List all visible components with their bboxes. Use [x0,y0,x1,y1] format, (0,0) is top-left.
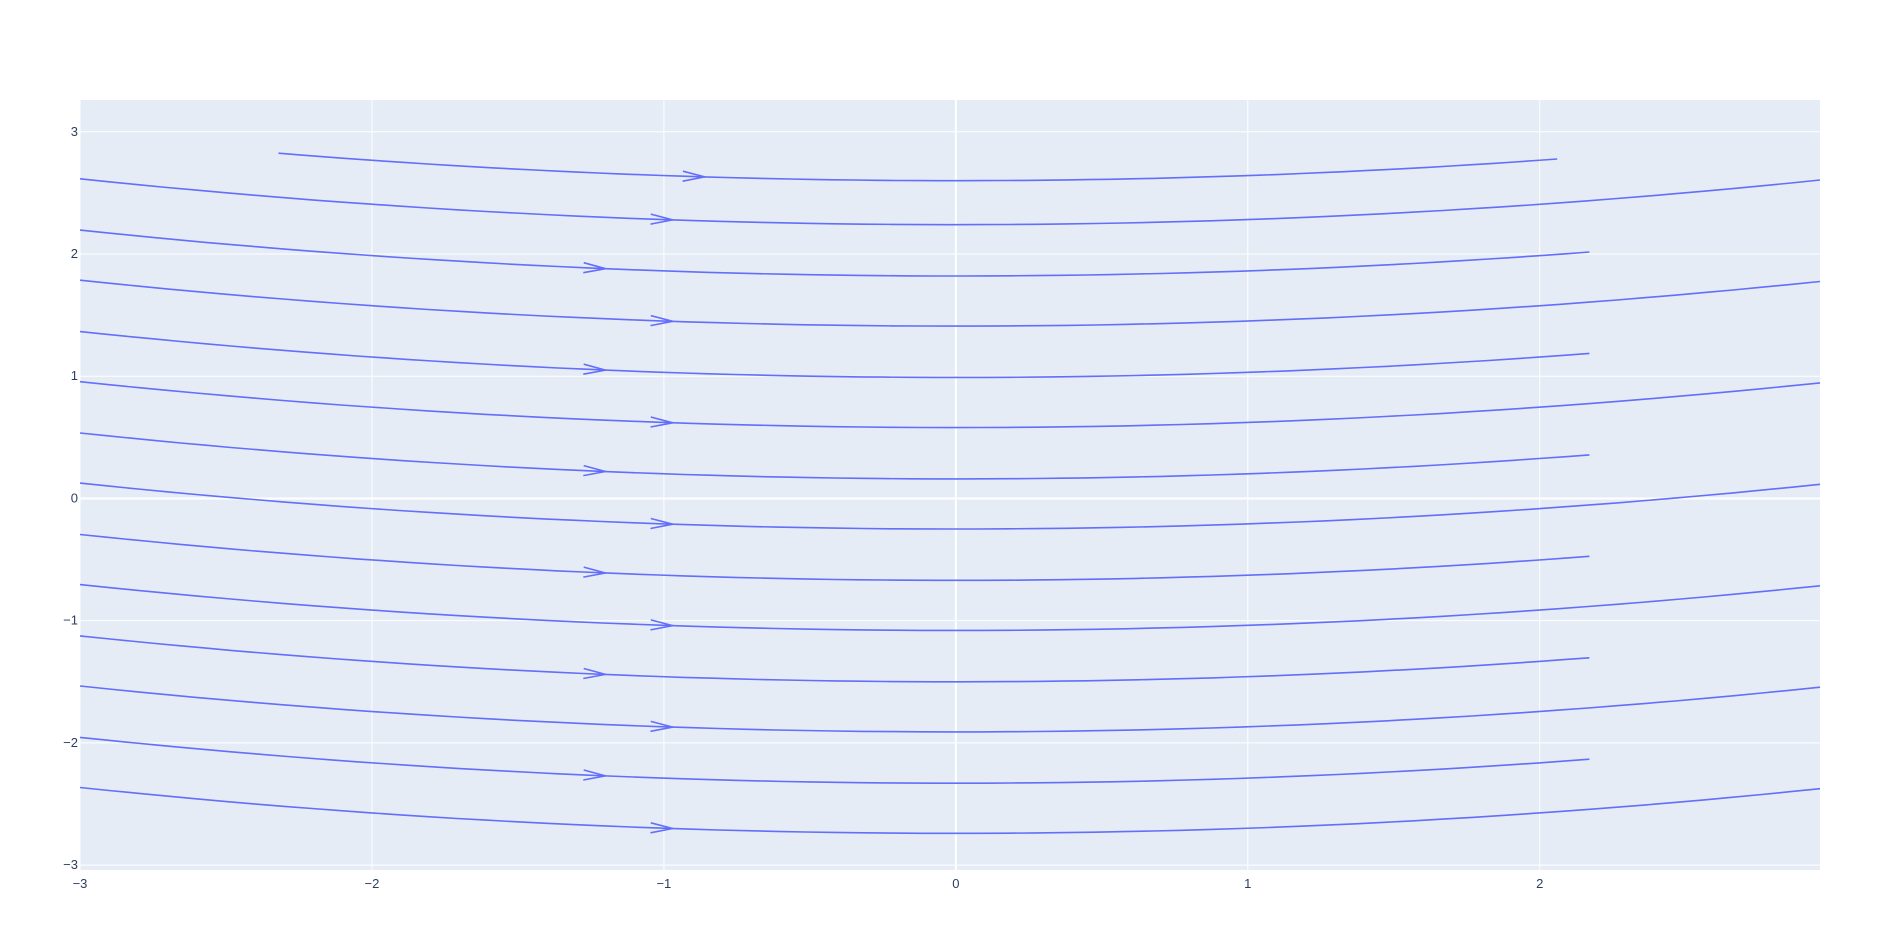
streamline-arrow [583,769,607,781]
streamline [79,330,1590,379]
streamline [79,432,1590,480]
y-tick-label: −1 [63,613,78,628]
streamline-arrow [650,619,674,631]
streamline [79,229,1590,277]
y-tick-label: 1 [71,368,78,383]
x-tick-label: 1 [1244,876,1251,891]
x-tick-label: −3 [73,876,88,891]
streamline-arrow [583,566,607,578]
streamline-arrow [650,416,674,428]
tick-labels: −3 −2 −1 0 1 2 −3 −2 −1 0 1 2 3 [63,124,1543,891]
streamline [79,533,1590,582]
y-tick-label: 3 [71,124,78,139]
streamline [79,279,1821,327]
streamline [79,380,1821,429]
streamline-arrow [583,464,607,477]
streamline [79,786,1821,835]
streamlines [79,152,1821,835]
plot-background [80,100,1820,870]
streamline-arrow [583,261,607,274]
y-tick-label: −3 [63,857,78,872]
x-tick-label: 2 [1536,876,1543,891]
x-tick-label: −2 [365,876,380,891]
streamline-arrow [650,314,674,327]
streamline-arrow [650,213,674,225]
streamline-arrow [583,363,607,375]
streamline-arrow [650,517,674,530]
y-tick-label: 0 [71,490,78,505]
y-tick-label: −2 [63,735,78,750]
streamline-arrow [650,720,674,733]
streamline-arrow [583,667,607,680]
streamline [79,635,1590,683]
streamline-arrow [682,170,706,182]
streamline [79,736,1590,784]
streamline [79,685,1821,733]
streamline [79,178,1821,226]
streamline-arrow [650,822,674,834]
y-tick-label: 2 [71,246,78,261]
x-tick-label: 0 [952,876,959,891]
x-tick-label: −1 [656,876,671,891]
streamline [79,583,1821,632]
grid-lines [79,100,1820,870]
streamline [278,152,1558,182]
streamline [79,482,1821,530]
